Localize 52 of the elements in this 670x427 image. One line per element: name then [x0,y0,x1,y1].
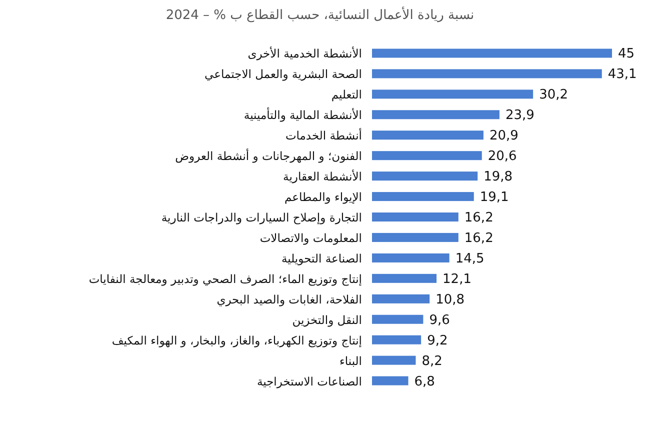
y-tick-label: الصناعات الاستخراجية [256,374,362,388]
data-label: 30,2 [539,88,568,103]
y-tick-label: الفنون؛ و المهرجانات و أنشطة العروض [175,148,362,164]
data-label: 9,6 [429,312,450,328]
bar [372,69,602,78]
data-label: 6,8 [414,374,435,390]
data-label: 9,2 [427,333,448,348]
y-tick-label: الإيواء والمطاعم [284,190,362,204]
y-tick-label: الصناعة التحويلية [281,251,362,266]
data-label: 12,1 [442,272,472,287]
data-label: 16,2 [464,230,494,246]
y-tick-label: الفلاحة، الغابات والصيد البحري [216,292,362,306]
data-label: 19,1 [480,190,509,206]
data-label: 10,8 [436,292,465,308]
y-tick-label: التجارة وإصلاح السيارات والدراجات النارية [161,210,362,224]
data-label: 14,5 [455,251,484,266]
y-tick-label: الصحة البشرية والعمل الاجتماعي [204,67,362,82]
data-label: 45 [618,46,635,62]
data-label: 20,6 [488,149,517,164]
bar [372,253,450,262]
data-label: 23,9 [505,108,534,124]
bar [372,130,484,140]
y-tick-label: أنشطة الخدمات [285,128,362,143]
bar [372,110,500,120]
y-tick-label: الأنشطة الخدمية الأخرى [248,46,362,61]
bar [372,90,534,99]
bar [372,48,612,58]
data-label: 19,8 [484,170,513,185]
data-label: 16,2 [464,210,494,226]
y-tick-label: إنتاج وتوزيع الكهرباء، والغاز، والبخار، و الهواء المكيف [112,333,362,348]
bar [372,294,430,304]
y-tick-label: الأنشطة المالية والتأمينية [244,107,362,122]
data-label: 43,1 [608,67,637,82]
y-tick-label: المعلومات والاتصالات [260,230,362,245]
y-tick-label: الأنشطة العقارية [283,170,362,184]
bar [372,192,474,202]
bar [372,314,424,324]
y-tick-label: إنتاج وتوزيع الماء؛ الصرف الصحي وتدبير ومعالجة النفايات [88,272,362,286]
bar [372,172,478,181]
y-tick-label: النقل والتخزين [292,312,362,327]
bar [372,356,416,365]
bar [372,151,482,160]
bar [372,212,458,222]
data-label: 20,9 [489,128,518,144]
bar [372,376,408,386]
bar [372,335,422,344]
data-label: 8,2 [422,354,442,369]
bar [372,274,437,283]
chart-title: نسبة ريادة الأعمال النسائية، حسب القطاع ب % – 2024 [166,6,474,23]
bar [372,232,458,242]
y-tick-label: التعليم [331,88,362,102]
y-tick-label: البناء [339,354,362,368]
